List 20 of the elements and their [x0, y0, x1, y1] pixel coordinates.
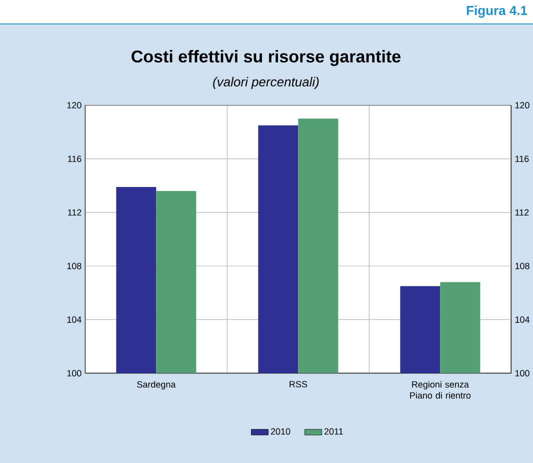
y-tick-label: 120 — [67, 102, 82, 108]
x-tick-label: Sardegna — [137, 381, 176, 390]
x-tick-label: RSS — [290, 381, 308, 388]
y2-tick-label: 112 — [515, 209, 529, 216]
y-tick-label: 100 — [67, 370, 82, 376]
x-tick-label: Regioni senza Piano di rientro — [410, 381, 471, 399]
chart-subtitle: (valori percentuali) — [213, 76, 319, 90]
legend-label: 2011 — [324, 428, 343, 435]
legend-label: 2010 — [270, 428, 290, 435]
y2-tick-label: 120 — [515, 102, 530, 108]
y2-tick-label: 100 — [515, 370, 530, 376]
text: Figura 4.1 — [466, 6, 528, 18]
y2-tick-label: 116 — [515, 156, 529, 162]
y-tick-label: 108 — [67, 262, 82, 270]
y-tick-label: 116 — [68, 156, 82, 162]
y-tick-label: 112 — [68, 209, 82, 216]
chart-title: Costi effettivi su risorse garantite — [132, 50, 400, 66]
y2-tick-label: 108 — [515, 262, 530, 270]
y-tick-label: 104 — [67, 316, 82, 323]
y2-tick-label: 104 — [515, 316, 530, 323]
